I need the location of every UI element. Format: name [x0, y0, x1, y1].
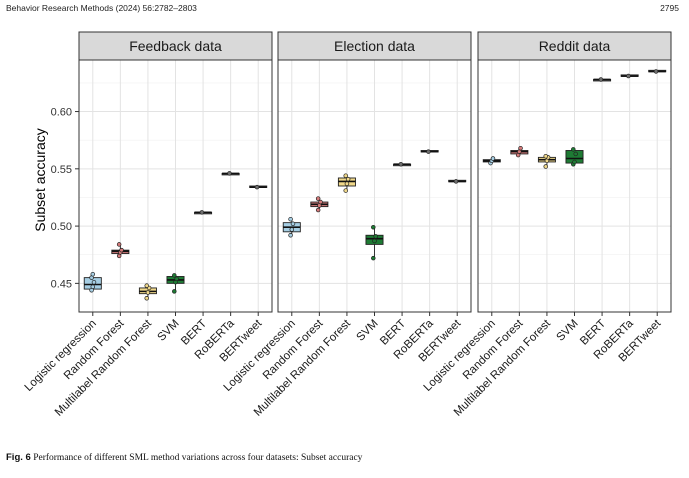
data-point	[288, 233, 293, 238]
data-point	[573, 151, 578, 157]
page-number: 2795	[660, 3, 679, 13]
x-tick-label: SVM	[355, 318, 381, 344]
y-axis-ticks: 0.45 0.50 0.55 0.60	[51, 107, 79, 290]
panel-strip	[78, 31, 273, 61]
figure-caption: Fig. 6 Performance of different SML meth…	[6, 452, 362, 463]
caption-text: Performance of different SML method vari…	[33, 453, 363, 463]
data-point	[490, 156, 496, 161]
data-point	[598, 77, 604, 82]
box-roberta	[620, 73, 639, 79]
box-roberta	[221, 171, 240, 176]
panel-strip	[477, 31, 672, 61]
box-random-forest	[510, 145, 529, 158]
y-axis-label: Subset accuracy	[32, 128, 48, 232]
box-random-forest	[310, 196, 329, 213]
data-point	[453, 179, 459, 184]
data-point	[289, 227, 295, 232]
box-logistic-regression	[83, 271, 102, 293]
panel-strip	[277, 31, 472, 61]
x-tick-label: SVM	[555, 318, 581, 344]
box-logistic-regression	[282, 216, 301, 238]
box-random-forest	[111, 242, 130, 259]
data-point	[315, 196, 321, 201]
data-point	[144, 283, 149, 288]
y-tick-label: 0.50	[51, 221, 72, 233]
data-point	[518, 145, 523, 151]
data-point	[626, 73, 631, 79]
data-point	[571, 147, 576, 152]
data-point	[426, 149, 431, 154]
box-multilabel-random-forest	[138, 283, 157, 301]
data-point	[144, 296, 149, 301]
box-roberta	[420, 149, 439, 154]
box-svm	[166, 273, 185, 294]
box-svm	[565, 147, 584, 167]
y-tick-label: 0.55	[51, 164, 72, 176]
box-bert	[393, 161, 412, 167]
journal-header: Behavior Research Methods (2024) 56:2782…	[6, 3, 197, 13]
data-point	[398, 161, 404, 167]
data-point	[174, 276, 179, 282]
box-svm	[365, 224, 384, 261]
data-point	[371, 255, 376, 261]
data-point	[345, 176, 351, 182]
panel-title: Election data	[334, 38, 415, 54]
box-multilabel-random-forest	[337, 173, 356, 193]
data-point	[318, 199, 323, 205]
data-point	[653, 69, 659, 74]
panel-title: Reddit data	[539, 38, 611, 54]
box-bert	[593, 77, 612, 82]
data-point	[90, 284, 96, 290]
data-point	[371, 224, 376, 230]
data-point	[254, 184, 260, 190]
box-multilabel-random-forest	[537, 153, 556, 169]
data-point	[91, 279, 97, 285]
subset-accuracy-chart: Subset accuracy 0.45 0.50 0.55 0.60 Feedbac…	[23, 31, 672, 419]
data-point	[288, 216, 293, 222]
data-point	[199, 210, 205, 215]
x-tick-label: SVM	[156, 318, 182, 344]
y-tick-label: 0.60	[51, 107, 72, 119]
data-point	[90, 271, 96, 277]
data-point	[227, 171, 232, 176]
panel-title: Feedback data	[129, 38, 222, 54]
data-point	[172, 289, 177, 294]
data-point	[373, 234, 378, 239]
box-logistic-regression	[482, 156, 501, 166]
caption-label: Fig. 6	[6, 452, 31, 463]
data-point	[372, 238, 377, 244]
data-point	[344, 181, 350, 186]
data-point	[172, 273, 177, 278]
data-point	[290, 221, 296, 227]
data-point	[145, 290, 151, 295]
data-point	[572, 159, 577, 165]
box-bertweet	[448, 179, 467, 184]
data-point	[343, 188, 348, 193]
box-bert	[194, 210, 213, 215]
box-bertweet	[249, 184, 268, 190]
y-tick-label: 0.45	[51, 278, 72, 290]
data-point	[543, 164, 548, 169]
data-point	[315, 207, 321, 213]
box-bertweet	[648, 69, 667, 74]
data-point	[543, 153, 548, 159]
data-point	[119, 247, 124, 253]
data-point	[116, 242, 122, 247]
data-point	[343, 173, 348, 178]
